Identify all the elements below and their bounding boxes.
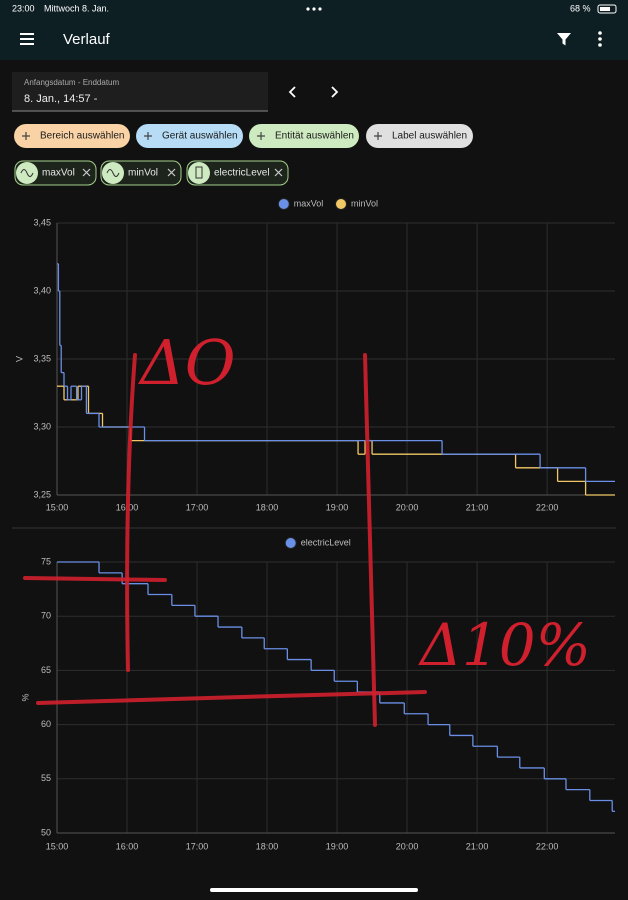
entity-tag-label: minVol <box>128 168 158 179</box>
x-tick-label: 22:00 <box>536 502 559 512</box>
battery-level: 68 % <box>570 3 591 13</box>
x-tick-label: 18:00 <box>256 502 279 512</box>
entity-chip-label: Entität auswählen <box>275 131 354 142</box>
red-stroke <box>125 353 137 672</box>
status-time: 23:00 <box>12 3 35 13</box>
page-title: Verlauf <box>63 31 111 48</box>
red-stroke <box>36 690 427 705</box>
handwritten-note: Δ10% <box>418 611 591 679</box>
entity-tags <box>14 160 289 186</box>
prev-button[interactable] <box>288 86 296 98</box>
home-indicator <box>210 888 418 892</box>
x-tick-label: 16:00 <box>116 841 139 851</box>
handwritten-note: ΔO <box>138 326 236 399</box>
x-tick-label: 15:00 <box>46 841 69 851</box>
y-axis-label: % <box>20 693 30 701</box>
charts: 3,25 3,30 3,35 3,40 3,45 15:00 16:00 17:00 18:00… <box>14 198 615 851</box>
area-chip[interactable] <box>14 124 130 148</box>
date-field[interactable] <box>12 72 268 111</box>
x-tick-label: 18:00 <box>256 841 279 851</box>
menu-button[interactable] <box>20 33 34 45</box>
status-dots <box>306 7 322 11</box>
sine-icon <box>20 169 34 177</box>
red-stroke <box>363 353 377 727</box>
sine-icon <box>106 169 120 177</box>
label-chip-label: Label auswählen <box>392 131 467 142</box>
x-tick-label: 22:00 <box>536 841 559 851</box>
x-tick-label: 21:00 <box>466 841 489 851</box>
x-tick-label: 17:00 <box>186 502 209 512</box>
legend-label: maxVol <box>294 198 324 208</box>
filter-clear-button[interactable] <box>557 33 571 46</box>
x-tick-label: 20:00 <box>396 841 419 851</box>
y-tick-label: 70 <box>41 611 51 621</box>
y-axis-label: V <box>14 356 24 362</box>
x-tick-label: 21:00 <box>466 502 489 512</box>
x-tick-label: 15:00 <box>46 502 69 512</box>
x-tick-label: 19:00 <box>326 841 349 851</box>
battery-entity-icon <box>195 166 203 179</box>
area-chip-label: Bereich auswählen <box>40 131 125 142</box>
legend-label: electricLevel <box>301 537 351 547</box>
legend-swatch <box>335 198 347 210</box>
y-tick-label: 65 <box>41 665 51 675</box>
y-tick-label: 50 <box>41 827 51 837</box>
entity-chip[interactable] <box>249 124 359 148</box>
remove-icons <box>82 168 283 177</box>
y-tick-label: 60 <box>41 719 51 729</box>
more-button[interactable] <box>598 31 602 47</box>
red-annotations <box>23 353 427 727</box>
date-value: 8. Jan., 14:57 - <box>24 93 98 105</box>
y-tick-label: 3,30 <box>33 421 51 431</box>
battery-icon <box>597 4 617 14</box>
y-tick-label: 3,25 <box>33 489 51 499</box>
label-chip[interactable] <box>366 124 473 148</box>
battery-fill <box>600 7 610 11</box>
date-label: Anfangsdatum - Enddatum <box>24 78 120 87</box>
status-date: Mittwoch 8. Jan. <box>44 3 109 13</box>
y-tick-label: 3,35 <box>33 353 51 363</box>
entity-tag-label: electricLevel <box>214 168 270 179</box>
legend-label: minVol <box>351 198 378 208</box>
legend-swatch <box>277 198 290 210</box>
y-tick-label: 75 <box>41 556 51 566</box>
red-stroke <box>23 576 167 582</box>
device-chip[interactable] <box>136 124 243 148</box>
entity-tag-label: maxVol <box>42 168 75 179</box>
y-tick-label: 3,45 <box>33 217 51 227</box>
x-tick-label: 17:00 <box>186 841 209 851</box>
legend-swatch <box>284 537 297 549</box>
x-tick-label: 19:00 <box>326 502 349 512</box>
y-tick-label: 55 <box>41 773 51 783</box>
device-chip-label: Gerät auswählen <box>162 131 238 142</box>
x-tick-label: 20:00 <box>396 502 419 512</box>
entity-tag[interactable] <box>186 160 289 186</box>
chip-plus-icons <box>22 132 382 140</box>
next-button[interactable] <box>331 86 339 98</box>
entity-icon <box>188 162 210 184</box>
y-tick-label: 3,40 <box>33 285 51 295</box>
